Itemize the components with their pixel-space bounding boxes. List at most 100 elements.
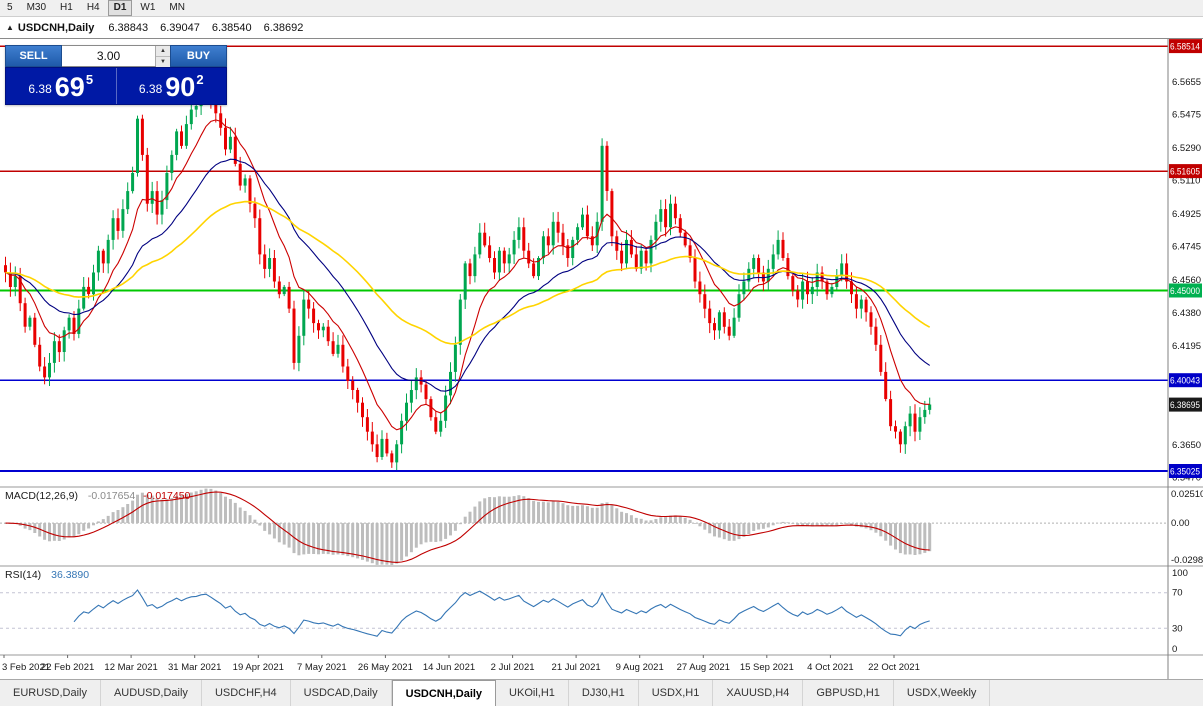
- buy-price-big: 90: [165, 72, 196, 102]
- volume-input[interactable]: [62, 46, 155, 66]
- chart-tab-ukoil-h1[interactable]: UKOil,H1: [496, 680, 569, 706]
- price-badge-6.40043: 6.40043: [1169, 373, 1202, 388]
- price-badge-6.38695: 6.38695: [1169, 397, 1202, 412]
- macd-axis-label: 0.00: [1171, 518, 1190, 529]
- rsi-axis-label: 0: [1172, 644, 1177, 655]
- svg-text:6.4380: 6.4380: [1172, 308, 1201, 319]
- chart-tab-usdchf-h4[interactable]: USDCHF,H4: [202, 680, 291, 706]
- svg-text:6.5475: 6.5475: [1172, 110, 1201, 121]
- svg-text:22 Feb 2021: 22 Feb 2021: [41, 662, 94, 673]
- macd-pane-header: MACD(12,26,9) -0.017654 -0.017450: [5, 490, 190, 502]
- sell-price-display[interactable]: 6.38 69 5: [6, 68, 117, 104]
- svg-text:6.38695: 6.38695: [1170, 400, 1200, 410]
- timeframe-button-MN[interactable]: MN: [169, 2, 185, 13]
- svg-text:31 Mar 2021: 31 Mar 2021: [168, 662, 221, 673]
- timeframe-button-5[interactable]: 5: [7, 2, 13, 13]
- sell-price-pip: 5: [85, 72, 94, 87]
- svg-text:6.4560: 6.4560: [1172, 275, 1201, 286]
- svg-text:6.5290: 6.5290: [1172, 143, 1201, 154]
- svg-text:22 Oct 2021: 22 Oct 2021: [868, 662, 920, 673]
- buy-price-pip: 2: [196, 72, 204, 87]
- ma-10-line: [5, 119, 930, 431]
- svg-text:6.4925: 6.4925: [1172, 209, 1201, 220]
- macd-axis-label: -0.02988: [1171, 555, 1203, 566]
- svg-text:6.3650: 6.3650: [1172, 440, 1201, 451]
- ma-55-line: [5, 200, 931, 345]
- timeframe-toolbar: 5 M30 H1 H4 D1 W1 MN: [0, 0, 1203, 17]
- svg-text:12 Mar 2021: 12 Mar 2021: [104, 662, 157, 673]
- ma-25-line: [5, 158, 931, 392]
- svg-text:9 Aug 2021: 9 Aug 2021: [616, 662, 664, 673]
- svg-text:6.45000: 6.45000: [1170, 286, 1200, 296]
- timeframe-button-D1[interactable]: D1: [107, 0, 133, 16]
- svg-text:6.5110: 6.5110: [1172, 176, 1200, 187]
- quote-bar: ▲ USDCNH,Daily 6.38843 6.39047 6.38540 6…: [0, 17, 1203, 39]
- volume-spinner: ▲ ▼: [155, 46, 170, 67]
- buy-button[interactable]: BUY: [170, 45, 227, 67]
- chart-tab-eurusd-daily[interactable]: EURUSD,Daily: [0, 680, 101, 706]
- rsi-value: 36.3890: [51, 569, 90, 581]
- svg-text:6.40043: 6.40043: [1170, 376, 1200, 386]
- chart-tabs: EURUSD,Daily AUDUSD,Daily USDCHF,H4 USDCAD,…: [0, 679, 1203, 706]
- chart-tab-usdx-h1[interactable]: USDX,H1: [639, 680, 714, 706]
- chart-tab-usdcad-daily[interactable]: USDCAD,Daily: [291, 680, 392, 706]
- svg-text:4 Oct 2021: 4 Oct 2021: [807, 662, 853, 673]
- svg-text:6.35025: 6.35025: [1170, 467, 1200, 477]
- price-badge-6.58514: 6.58514: [1169, 39, 1202, 54]
- chart-window: 6.5655 6.5475 6.5290 6.5110 6.4925 6.4745 6.45…: [0, 17, 1203, 679]
- rsi-line: [73, 589, 930, 637]
- rsi-axis-label: 100: [1172, 568, 1188, 579]
- rsi-pane-header: RSI(14) 36.3890: [5, 569, 89, 581]
- svg-text:6.5655: 6.5655: [1172, 77, 1201, 88]
- macd-signal-value: -0.017450: [143, 490, 191, 502]
- chart-tab-audusd-daily[interactable]: AUDUSD,Daily: [101, 680, 202, 706]
- svg-text:19 Apr 2021: 19 Apr 2021: [233, 662, 284, 673]
- rsi-axis-label: 30: [1172, 623, 1183, 634]
- volume-down-icon[interactable]: ▼: [156, 57, 170, 67]
- macd-axis-label: 0.02510: [1171, 489, 1203, 500]
- one-click-trading-panel: SELL ▲ ▼ BUY 6.38 69 5 6.38: [5, 45, 227, 105]
- svg-text:6.4745: 6.4745: [1172, 242, 1201, 253]
- timeframe-button-M30[interactable]: M30: [26, 2, 47, 13]
- svg-text:26 May 2021: 26 May 2021: [358, 662, 413, 673]
- price-axis-labels: 6.5655 6.5475 6.5290 6.5110 6.4925 6.4745 6.45…: [1172, 77, 1201, 483]
- svg-text:21 Jul 2021: 21 Jul 2021: [552, 662, 601, 673]
- buy-price-prefix: 6.38: [138, 82, 163, 96]
- macd-signal-line: [5, 491, 930, 563]
- sell-button[interactable]: SELL: [5, 45, 62, 67]
- quote-open: 6.38843: [108, 21, 149, 34]
- price-badge-6.35025: 6.35025: [1169, 464, 1202, 478]
- collapse-trade-panel-icon[interactable]: ▲: [6, 23, 14, 32]
- svg-text:27 Aug 2021: 27 Aug 2021: [677, 662, 730, 673]
- chart-canvas: 6.5655 6.5475 6.5290 6.5110 6.4925 6.4745 6.45…: [0, 17, 1203, 679]
- timeframe-button-H1[interactable]: H1: [60, 2, 73, 13]
- buy-price-display[interactable]: 6.38 90 2: [117, 68, 227, 104]
- svg-text:7 May 2021: 7 May 2021: [297, 662, 347, 673]
- volume-box: ▲ ▼: [62, 45, 170, 67]
- chart-tab-dj30-h1[interactable]: DJ30,H1: [569, 680, 639, 706]
- chart-tab-xauusd-h4[interactable]: XAUUSD,H4: [713, 680, 804, 706]
- chart-svg: 6.5655 6.5475 6.5290 6.5110 6.4925 6.4745 6.45…: [0, 17, 1203, 679]
- svg-text:6.4195: 6.4195: [1172, 341, 1201, 352]
- chart-tab-usdcnh-daily[interactable]: USDCNH,Daily: [391, 680, 497, 706]
- chart-tab-gbpusd-h1[interactable]: GBPUSD,H1: [803, 680, 894, 706]
- quote-close: 6.38692: [263, 21, 304, 34]
- rsi-axis-label: 70: [1172, 588, 1183, 599]
- timeframe-button-H4[interactable]: H4: [86, 2, 100, 13]
- svg-text:2 Jul 2021: 2 Jul 2021: [491, 662, 535, 673]
- macd-value: -0.017654: [87, 490, 136, 502]
- svg-text:3 Feb 2021: 3 Feb 2021: [2, 662, 50, 673]
- price-badge-6.51605: 6.51605: [1169, 164, 1202, 179]
- volume-up-icon[interactable]: ▲: [156, 46, 170, 57]
- sell-price-prefix: 6.38: [28, 82, 52, 96]
- rsi-label: RSI(14): [5, 569, 42, 581]
- price-badge-6.45000: 6.45000: [1169, 283, 1202, 298]
- macd-label: MACD(12,26,9): [5, 490, 78, 502]
- svg-text:6.58514: 6.58514: [1170, 42, 1200, 52]
- symbol-title: USDCNH,Daily: [17, 21, 95, 34]
- quote-high: 6.39047: [160, 21, 200, 34]
- timeframe-button-W1[interactable]: W1: [140, 2, 156, 13]
- chart-tab-usdx-weekly[interactable]: USDX,Weekly: [894, 680, 991, 706]
